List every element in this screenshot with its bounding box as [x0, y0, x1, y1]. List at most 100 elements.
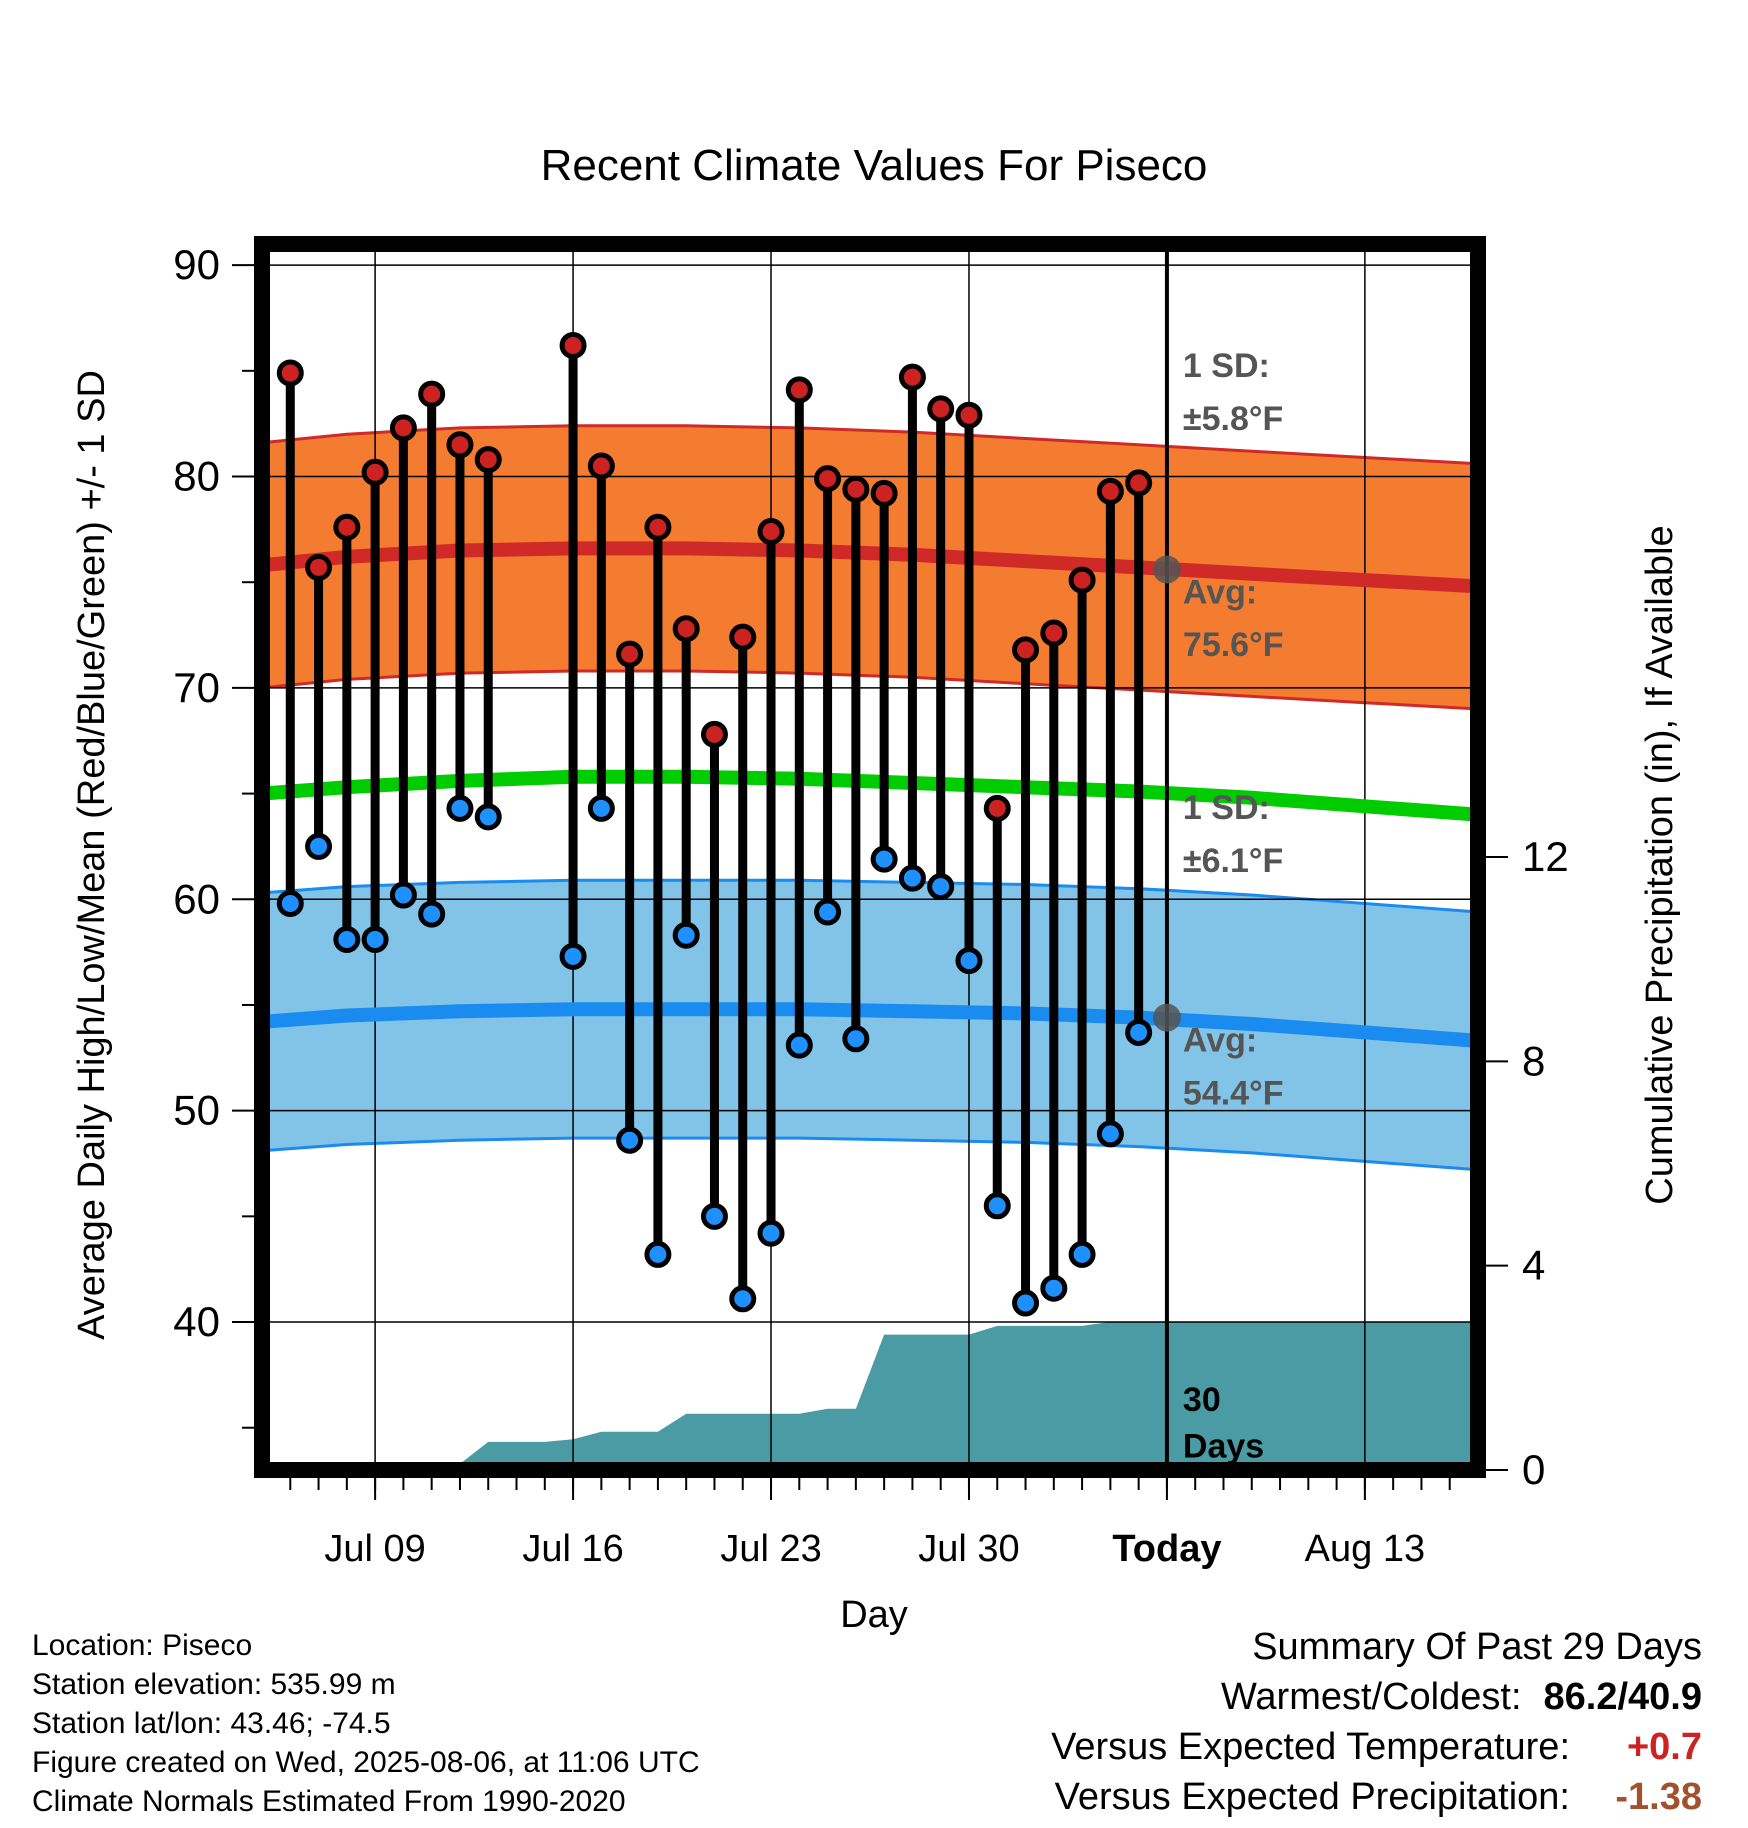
elevation-text: Station elevation: 535.99 m: [32, 1668, 396, 1701]
y-left-tick-label: 50: [173, 1087, 220, 1134]
daily-low-point: [927, 873, 955, 901]
created-text: Figure created on Wed, 2025-08-06, at 11…: [32, 1746, 700, 1779]
daily-high-point: [898, 363, 926, 391]
chart-title: Recent Climate Values For Piseco: [541, 141, 1208, 190]
y-left-tick-label: 90: [173, 241, 220, 288]
daily-low-point: [389, 881, 417, 909]
daily-low-point: [700, 1202, 728, 1230]
low-avg-value: 54.4°F: [1183, 1074, 1284, 1112]
precip-days-label: Days: [1183, 1427, 1264, 1465]
daily-high-point: [672, 615, 700, 643]
daily-low-point: [587, 794, 615, 822]
daily-low-point: [672, 921, 700, 949]
daily-low-point: [898, 864, 926, 892]
daily-high-point: [418, 380, 446, 408]
daily-high-point: [1040, 619, 1068, 647]
low-sd-label: 1 SD:: [1183, 789, 1270, 827]
daily-low-point: [644, 1240, 672, 1268]
mean-avg-line: [261, 769, 1479, 822]
daily-low-point: [1096, 1120, 1124, 1148]
daily-low-point: [842, 1025, 870, 1053]
daily-low-point: [955, 947, 983, 975]
daily-high-point: [757, 517, 785, 545]
high-avg-value: 75.6°F: [1183, 626, 1284, 664]
daily-low-point: [616, 1126, 644, 1154]
daily-low-point: [305, 832, 333, 860]
daily-high-point: [1125, 469, 1153, 497]
temp-anomaly-value: +0.7: [1626, 1726, 1702, 1768]
x-tick-label: Today: [1112, 1528, 1221, 1570]
precip-anomaly-label: Versus Expected Precipitation:: [1054, 1776, 1570, 1818]
daily-high-point: [644, 513, 672, 541]
station-info: Location: Piseco Station elevation: 535.…: [32, 1626, 700, 1821]
high-sd-upper-edge: [261, 424, 1479, 466]
daily-high-point: [389, 414, 417, 442]
y-axis-left-label: Average Daily High/Low/Mean (Red/Blue/Gr…: [71, 370, 113, 1340]
y-axis-right-label: Cumulative Precipitation (in), If Availa…: [1639, 525, 1681, 1204]
daily-high-point: [446, 431, 474, 459]
low-avg-label: Avg:: [1183, 1021, 1257, 1059]
temp-anomaly-label: Versus Expected Temperature:: [1051, 1726, 1570, 1768]
y-right-tick-label: 12: [1522, 833, 1569, 880]
y-left-tick-label: 60: [173, 875, 220, 922]
daily-low-point: [474, 803, 502, 831]
daily-low-point: [757, 1219, 785, 1247]
summary-panel: Summary Of Past 29 Days Warmest/Coldest:…: [1051, 1622, 1702, 1822]
daily-high-point: [1012, 636, 1040, 664]
daily-high-point: [333, 513, 361, 541]
y-right-tick-label: 0: [1522, 1446, 1545, 1493]
y-left-tick-label: 80: [173, 453, 220, 500]
daily-low-point: [785, 1031, 813, 1059]
daily-low-point: [1040, 1274, 1068, 1302]
daily-high-point: [927, 395, 955, 423]
daily-low-point: [1068, 1240, 1096, 1268]
plot-frame: [254, 236, 1486, 1478]
latlon-text: Station lat/lon: 43.46; -74.5: [32, 1707, 391, 1740]
plot-area: 1 SD: ±5.8°F Avg: 75.6°F 1 SD: ±6.1°F Avg: 54.4…: [173, 236, 1569, 1570]
daily-high-point: [361, 458, 389, 486]
daily-low-point: [276, 890, 304, 918]
x-tick-label: Jul 23: [720, 1528, 821, 1570]
daily-high-point: [983, 794, 1011, 822]
daily-high-point: [587, 452, 615, 480]
x-axis-label: Day: [840, 1594, 908, 1636]
y-right-tick-label: 8: [1522, 1037, 1545, 1084]
daily-low-point: [418, 900, 446, 928]
y-right-tick-label: 4: [1522, 1242, 1545, 1289]
daily-low-point: [814, 898, 842, 926]
daily-low-point: [361, 925, 389, 953]
daily-high-point: [785, 376, 813, 404]
daily-high-point: [1096, 477, 1124, 505]
daily-high-point: [955, 401, 983, 429]
x-tick-label: Jul 30: [918, 1528, 1019, 1570]
precip-days-label: 30: [1183, 1381, 1221, 1419]
precip-area: [290, 1321, 1478, 1470]
daily-low-point: [870, 845, 898, 873]
daily-low-point: [559, 942, 587, 970]
high-avg-label: Avg:: [1183, 573, 1257, 611]
daily-low-point: [729, 1285, 757, 1313]
low-sd-value: ±6.1°F: [1183, 842, 1283, 880]
daily-high-point: [474, 446, 502, 474]
today-low-avg-marker: [1152, 1003, 1181, 1032]
daily-high-point: [1068, 566, 1096, 594]
daily-high-point: [814, 465, 842, 493]
y-left-tick-label: 70: [173, 664, 220, 711]
precip-anomaly-value: -1.38: [1615, 1776, 1702, 1818]
x-tick-label: Jul 09: [324, 1528, 425, 1570]
today-high-avg-marker: [1152, 555, 1181, 584]
daily-high-point: [870, 479, 898, 507]
low-sd-lower-edge: [261, 1136, 1479, 1172]
y-left-tick-label: 40: [173, 1298, 220, 1345]
daily-high-point: [616, 640, 644, 668]
x-tick-label: Jul 16: [522, 1528, 623, 1570]
normals-text: Climate Normals Estimated From 1990-2020: [32, 1785, 626, 1818]
daily-high-point: [729, 623, 757, 651]
high-sd-label: 1 SD:: [1183, 347, 1270, 385]
high-sd-value: ±5.8°F: [1183, 400, 1283, 438]
x-tick-label: Aug 13: [1305, 1528, 1425, 1570]
daily-high-point: [559, 331, 587, 359]
daily-low-point: [1012, 1289, 1040, 1317]
daily-low-point: [446, 794, 474, 822]
